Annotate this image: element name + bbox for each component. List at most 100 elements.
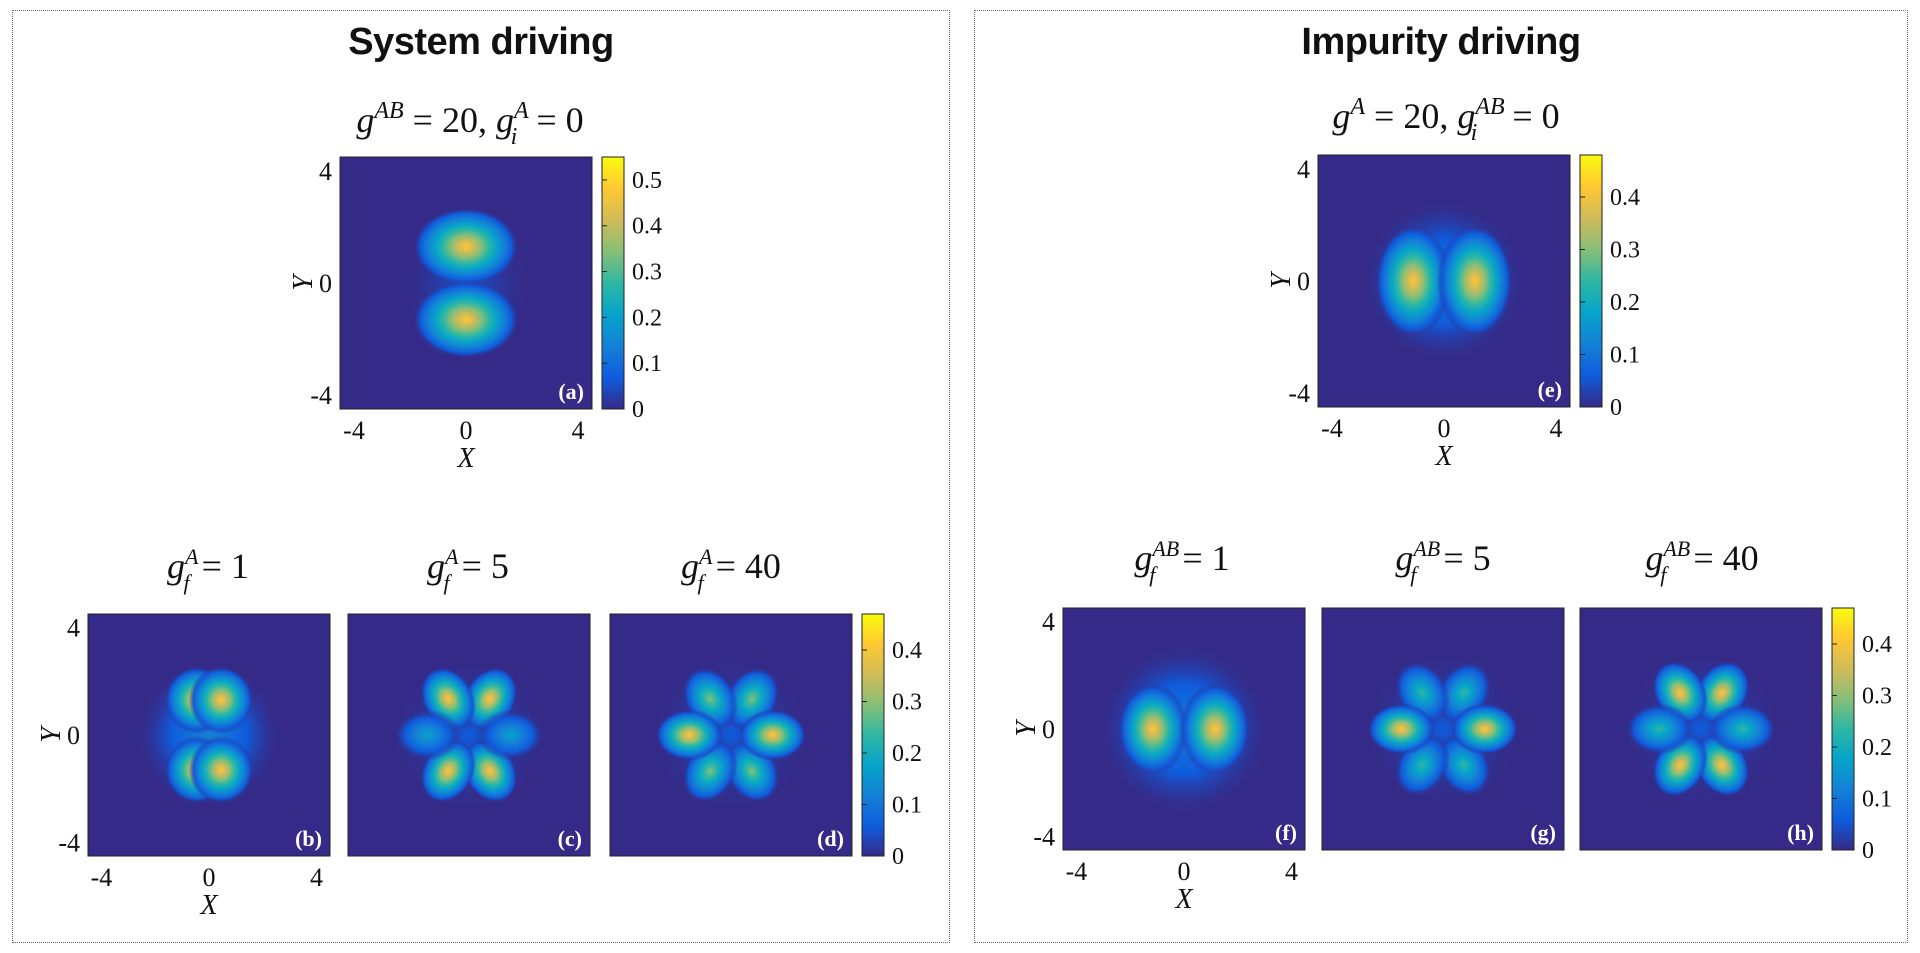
heatmap-lobe <box>412 207 520 286</box>
x-tick-label: 0 <box>460 416 473 445</box>
heatmap-frame <box>339 156 593 410</box>
heatmap-lobe <box>739 709 807 761</box>
heatmap-f: (f) <box>1062 607 1306 851</box>
colorbar-tick-label: 0.1 <box>1610 343 1640 369</box>
y-tick-label: -4 <box>58 829 80 858</box>
panel-label: (c) <box>558 826 582 851</box>
y-tick-label: -4 <box>1288 379 1310 408</box>
heatmap-frame <box>1317 154 1571 408</box>
colorbar-tick-label: 0.3 <box>892 690 922 716</box>
colorbar-tick-label: 0.2 <box>892 741 922 767</box>
heatmap-lobe <box>1437 225 1513 337</box>
subtitle-b: gA f = 1 <box>167 544 249 595</box>
colorbar-tick-label: 0.2 <box>1610 290 1640 316</box>
x-tick-label: 0 <box>1438 414 1451 443</box>
colorbar-tick-label: 0.4 <box>632 214 662 240</box>
impurity-driving-panel: Impurity driving <box>974 10 1908 943</box>
subtitle-e: gA = 20, gAB i = 0 <box>1332 94 1559 146</box>
heatmap-lobe <box>1451 703 1519 755</box>
heatmap-lobe <box>477 709 545 761</box>
x-axis-label: X <box>199 890 218 921</box>
x-axis-label: X <box>1434 441 1453 472</box>
heatmap-lobe <box>188 666 254 734</box>
heatmap-lobe <box>412 280 520 359</box>
y-axis-label: Y <box>36 724 67 743</box>
colorbar-tick-label: 0.3 <box>1610 238 1640 264</box>
x-axis-label: X <box>1174 884 1193 915</box>
x-axis-label: X <box>456 443 475 474</box>
y-tick-label: -4 <box>310 381 332 410</box>
panel-label: (d) <box>817 826 844 851</box>
panel-label: (f) <box>1275 820 1297 845</box>
subtitle-g: gAB f = 5 <box>1395 536 1490 587</box>
y-tick-label: 4 <box>319 157 332 186</box>
heatmap-lobe <box>1375 225 1451 337</box>
subtitle-c: gA f = 5 <box>427 544 509 595</box>
heatmap-lobe <box>188 736 254 804</box>
heatmap-a: (a) <box>339 156 593 410</box>
x-tick-label: 0 <box>203 863 216 892</box>
y-tick-label: 0 <box>67 721 80 750</box>
colorbar-tick-label: 0 <box>632 397 644 423</box>
heatmap-b: (b) <box>87 613 331 857</box>
colorbar-tick-label: 0.3 <box>1862 684 1892 710</box>
x-tick-label: 4 <box>1550 414 1563 443</box>
colorbar-tick-label: 0 <box>892 844 904 870</box>
panel-title: System driving <box>348 21 614 63</box>
y-tick-label: 4 <box>1042 607 1055 636</box>
colorbar-tick-label: 0.1 <box>1862 787 1892 813</box>
y-tick-label: 0 <box>319 269 332 298</box>
x-tick-label: 4 <box>572 416 585 445</box>
colorbar-tick-label: 0.4 <box>1862 632 1892 658</box>
subtitle-h: gAB f = 40 <box>1645 536 1758 587</box>
heatmap-lobe <box>1179 683 1250 775</box>
colorbar-tick-label: 0 <box>1862 838 1874 864</box>
x-tick-label: -4 <box>1321 414 1343 443</box>
heatmap-frame <box>1062 607 1306 851</box>
y-tick-label: -4 <box>1033 823 1055 852</box>
heatmap-frame <box>87 613 331 857</box>
y-axis-label: Y <box>1266 270 1297 289</box>
x-tick-label: 0 <box>1178 857 1191 886</box>
y-tick-label: 4 <box>67 613 80 642</box>
heatmap-h: (h) <box>1579 607 1823 851</box>
colorbar-tick-label: 0.1 <box>892 793 922 819</box>
colorbar-tick-label: 0.5 <box>632 168 662 194</box>
colorbar-tick-label: 0 <box>1610 395 1622 421</box>
heatmap-lobe <box>1709 703 1777 755</box>
y-axis-label: Y <box>288 272 319 291</box>
heatmap-frame <box>609 613 853 857</box>
heatmap-c: (c) <box>347 613 591 857</box>
heatmap-lobe <box>655 709 723 761</box>
colorbar-tick-label: 0.1 <box>632 351 662 377</box>
y-tick-label: 4 <box>1297 155 1310 184</box>
heatmap-d: (d) <box>609 613 853 857</box>
y-tick-label: 0 <box>1042 715 1055 744</box>
subtitle-a: gAB = 20, gA i = 0 <box>356 98 583 150</box>
colorbar-tick-label: 0.4 <box>1610 185 1640 211</box>
subtitle-d: gA f = 40 <box>681 544 781 595</box>
heatmap-frame <box>1321 607 1565 851</box>
colorbar-tick-label: 0.2 <box>632 305 662 331</box>
heatmap-e: (e) <box>1317 154 1571 408</box>
panel-label: (e) <box>1538 377 1562 402</box>
colorbar <box>1831 607 1855 851</box>
heatmap-lobe <box>1118 683 1189 775</box>
subtitle-f: gAB f = 1 <box>1134 536 1229 587</box>
x-tick-label: -4 <box>91 863 113 892</box>
x-tick-label: 4 <box>310 863 323 892</box>
colorbar-tick-label: 0.3 <box>632 260 662 286</box>
panel-title: Impurity driving <box>1301 21 1581 63</box>
y-axis-label: Y <box>1011 718 1042 737</box>
heatmap-g: (g) <box>1321 607 1565 851</box>
heatmap-frame <box>347 613 591 857</box>
heatmap-lobe <box>393 709 461 761</box>
x-tick-label: -4 <box>343 416 365 445</box>
heatmap-lobe <box>1367 703 1435 755</box>
panel-label: (g) <box>1530 820 1556 845</box>
panel-label: (h) <box>1787 820 1814 845</box>
colorbar <box>1579 154 1603 408</box>
heatmap-frame <box>1579 607 1823 851</box>
y-tick-label: 0 <box>1297 267 1310 296</box>
